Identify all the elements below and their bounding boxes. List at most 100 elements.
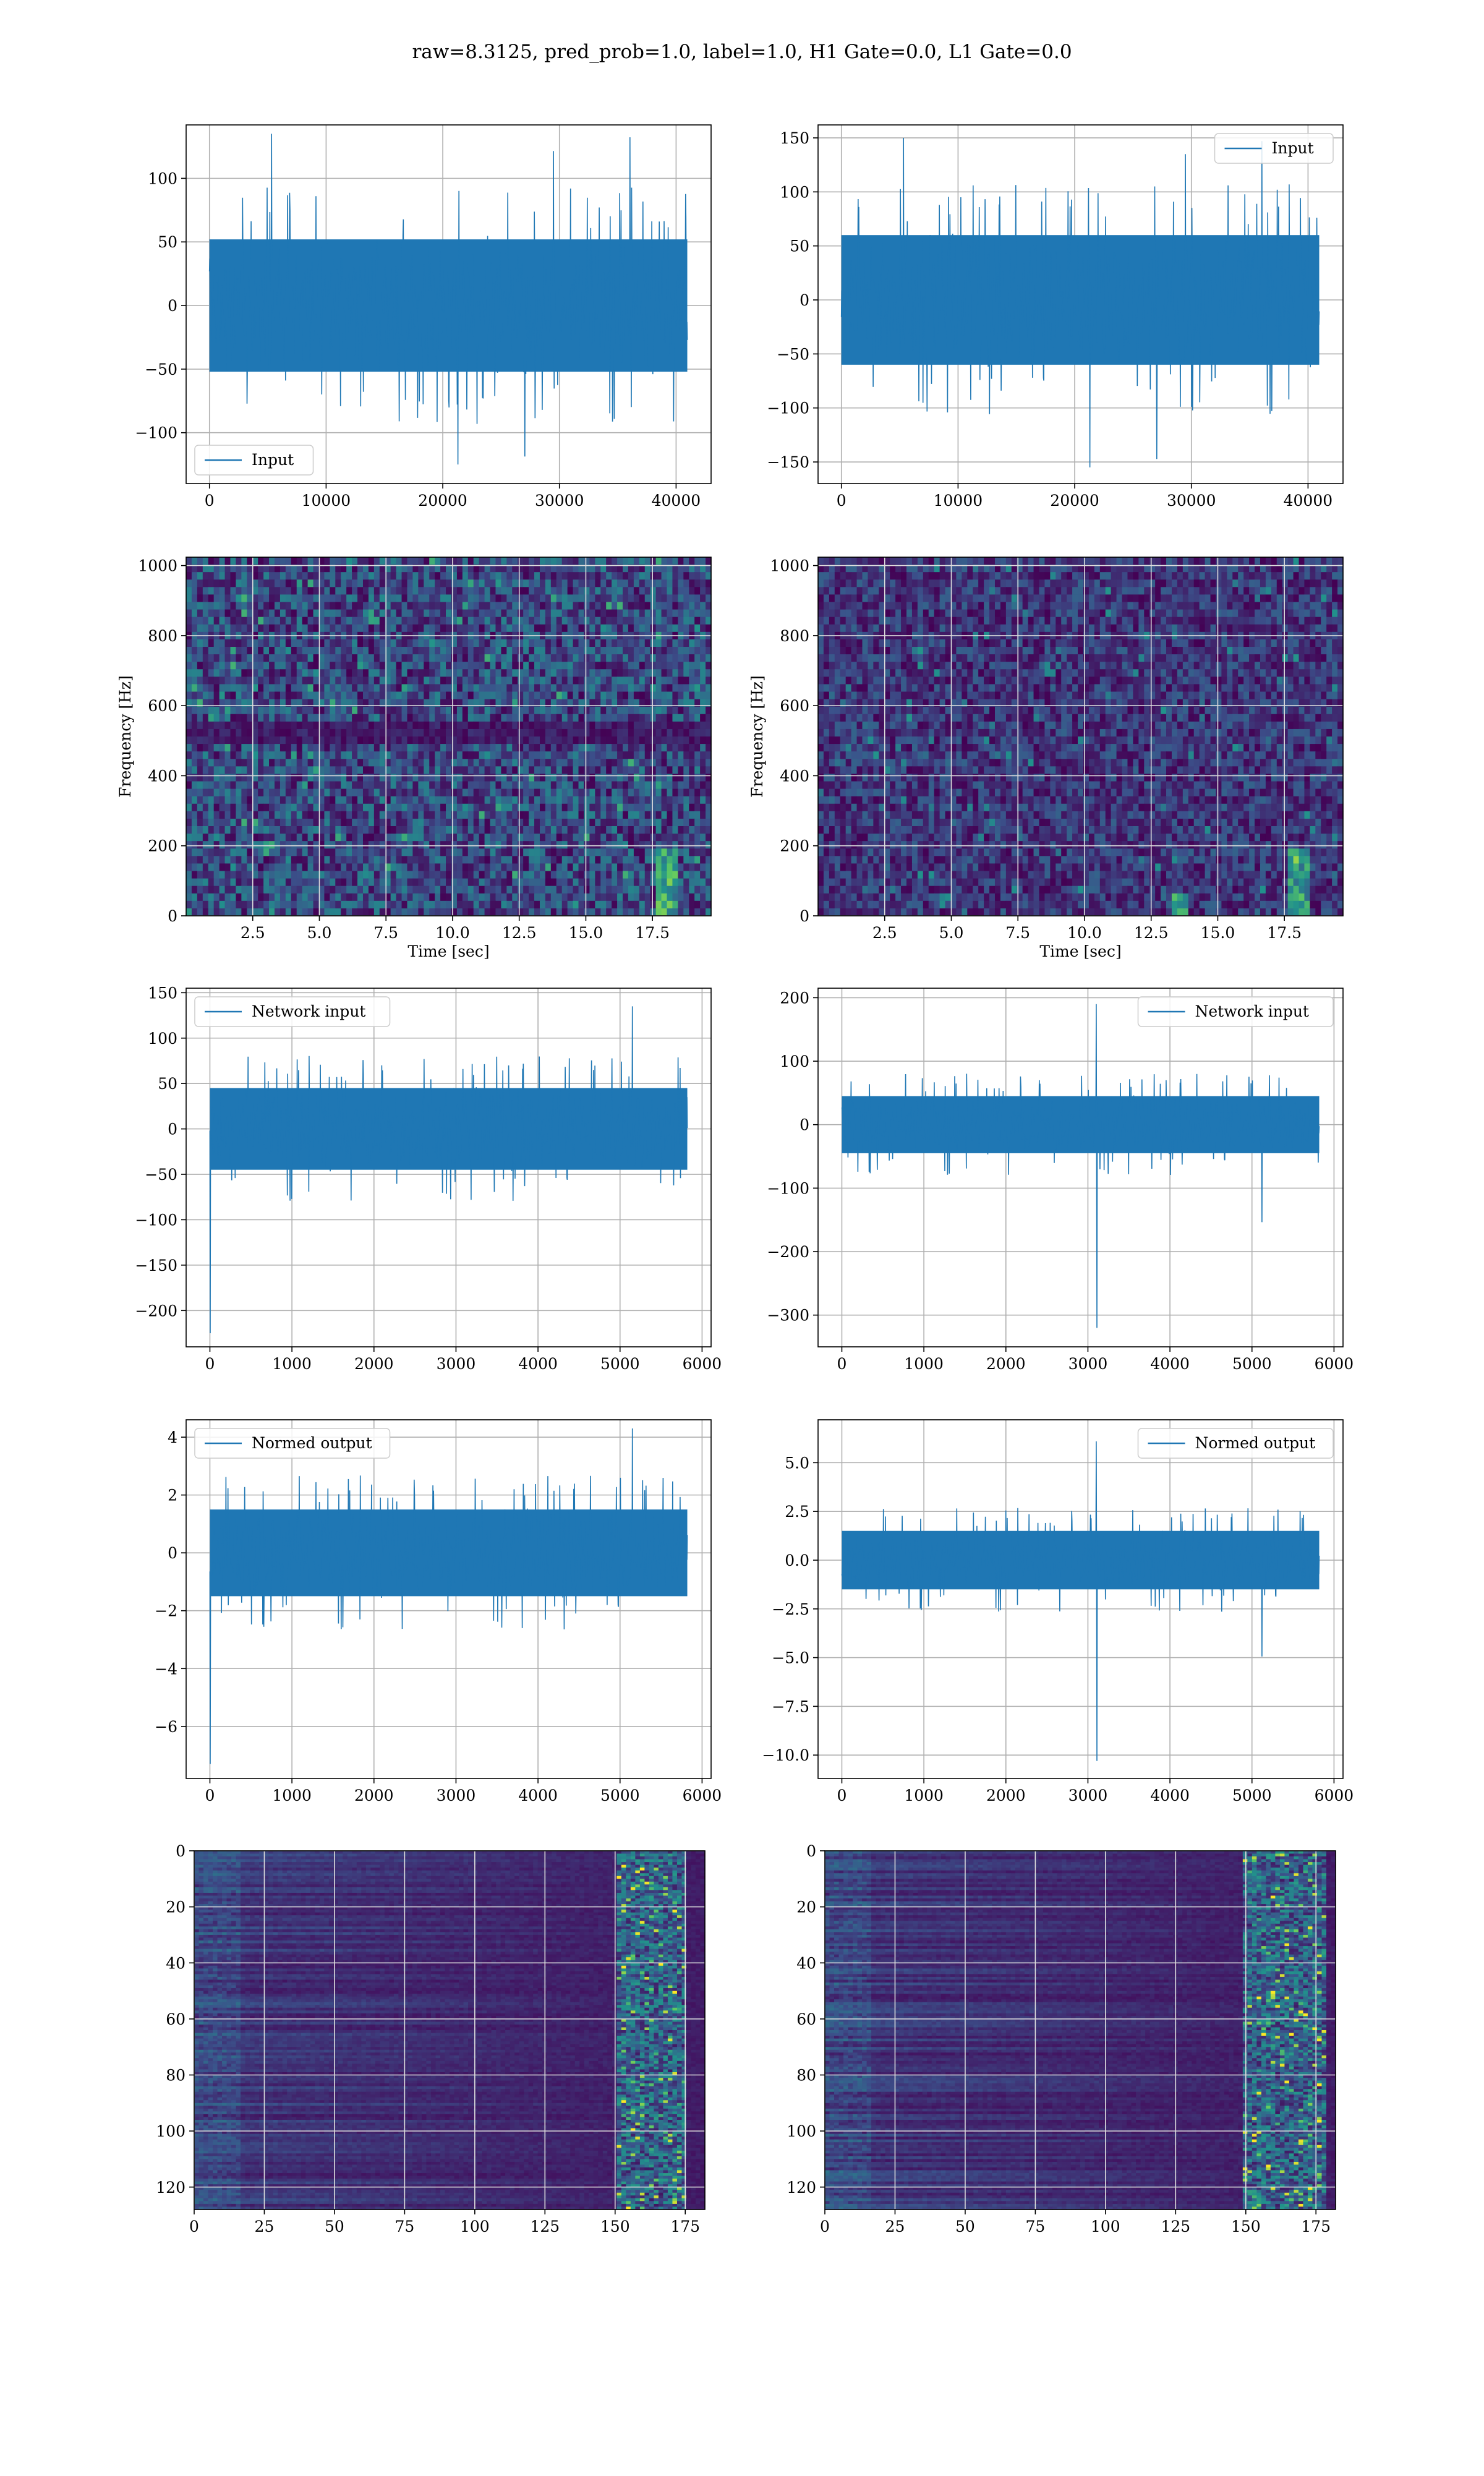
heat-cell	[568, 677, 574, 685]
heat-cell	[241, 707, 247, 715]
heat-cell	[457, 654, 463, 662]
heat-cell	[335, 834, 341, 842]
heat-cell	[490, 684, 497, 692]
heat-cell	[689, 886, 695, 894]
heat-cell	[672, 677, 678, 685]
heat-cell	[562, 834, 568, 842]
heat-cell	[529, 886, 535, 894]
heat-cell	[280, 871, 286, 879]
heat-cell	[512, 654, 518, 662]
x-tick-label: 0	[205, 492, 215, 510]
heat-cell	[391, 654, 397, 662]
heat-cell	[369, 848, 375, 856]
heat-cell	[220, 557, 226, 565]
heat-cell	[579, 639, 585, 647]
heat-cell	[225, 647, 231, 655]
heat-cell	[529, 610, 535, 618]
heat-cell	[363, 819, 369, 827]
heat-cell	[485, 841, 491, 849]
heat-cell	[186, 707, 192, 715]
heat-cell	[208, 617, 215, 625]
heat-cell	[490, 654, 497, 662]
heat-cell	[330, 654, 336, 662]
heat-cell	[518, 579, 524, 587]
heat-cell	[918, 557, 924, 565]
heat-cell	[341, 759, 347, 767]
heat-cell	[324, 834, 330, 842]
heat-cell	[1122, 557, 1128, 565]
heat-cell	[335, 647, 341, 655]
heat-cell	[220, 722, 226, 730]
heat-cell	[286, 848, 292, 856]
heat-cell	[479, 736, 485, 745]
heat-cell	[506, 759, 513, 767]
heat-cell	[407, 579, 413, 587]
heat-cell	[1294, 557, 1300, 565]
heat-cell	[324, 662, 330, 670]
heat-cell	[584, 863, 590, 871]
heat-cell	[656, 617, 662, 625]
heat-cell	[446, 729, 452, 737]
heat-cell	[225, 677, 231, 685]
heat-cell	[236, 894, 242, 902]
heat-cell	[236, 587, 242, 595]
heat-cell	[286, 662, 292, 670]
heat-cell	[286, 684, 292, 692]
heat-cell	[324, 774, 330, 782]
heat-cell	[545, 639, 552, 647]
heat-cell	[1243, 572, 1250, 580]
heat-cell	[706, 662, 712, 670]
heat-cell	[435, 774, 441, 782]
heat-cell	[418, 579, 424, 587]
heat-cell	[606, 625, 612, 633]
heat-cell	[490, 811, 497, 819]
heat-cell	[230, 774, 236, 782]
heat-cell	[662, 557, 668, 565]
heat-cell	[203, 654, 209, 662]
heat-cell	[639, 729, 646, 737]
heat-cell	[506, 856, 513, 864]
heat-cell	[606, 677, 612, 685]
heat-cell	[595, 722, 601, 730]
heat-cell	[623, 796, 629, 805]
y-tick-label: 600	[148, 697, 177, 715]
heat-cell	[623, 819, 629, 827]
heat-cell	[302, 594, 309, 602]
heat-cell	[275, 610, 281, 618]
heat-cell	[645, 782, 651, 790]
heat-cell	[700, 639, 706, 647]
heat-cell	[1315, 572, 1321, 580]
heat-cell	[269, 572, 275, 580]
heat-cell	[600, 759, 607, 767]
heat-cell	[628, 856, 634, 864]
heat-cell	[230, 684, 236, 692]
heat-cell	[275, 654, 281, 662]
heat-cell	[656, 557, 662, 565]
heat-cell	[895, 579, 902, 587]
heat-cell	[186, 759, 192, 767]
heat-cell	[518, 826, 524, 834]
heat-cell	[589, 751, 595, 759]
heat-cell	[186, 669, 192, 677]
heat-cell	[479, 789, 485, 797]
heat-cell	[556, 572, 563, 580]
heat-cell	[429, 736, 435, 745]
heat-cell	[573, 677, 579, 685]
heat-cell	[474, 662, 480, 670]
heat-cell	[208, 819, 215, 827]
heat-cell	[678, 886, 684, 894]
heat-cell	[424, 766, 430, 774]
heat-cell	[263, 602, 270, 610]
heat-cell	[694, 625, 701, 633]
heat-cell	[357, 848, 364, 856]
heat-cell	[518, 647, 524, 655]
heat-cell	[485, 602, 491, 610]
heat-cell	[645, 901, 651, 909]
heat-cell	[545, 848, 552, 856]
heat-cell	[689, 856, 695, 864]
heat-cell	[263, 662, 270, 670]
heat-cell	[330, 557, 336, 565]
heat-cell	[479, 766, 485, 774]
heat-cell	[396, 669, 403, 677]
heat-cell	[662, 804, 668, 812]
